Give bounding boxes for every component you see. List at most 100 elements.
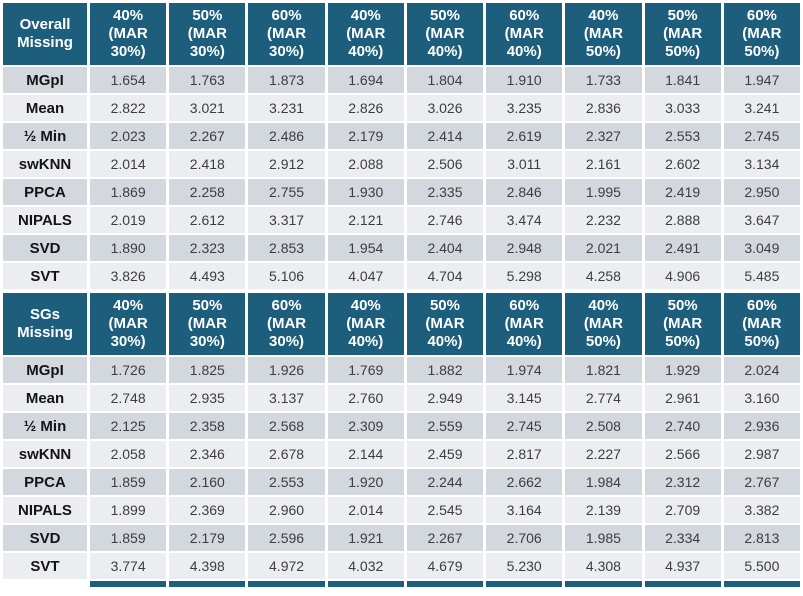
table-cell: 1.694 [327, 67, 404, 93]
table-cell: 4.679 [406, 553, 484, 579]
cropped-header-cell [486, 581, 563, 587]
column-header: 60% (MAR 40%) [486, 3, 563, 65]
column-header: 40% (MAR 50%) [565, 3, 642, 65]
table-row: Mean 2.822 3.021 3.231 2.826 3.026 3.235 2.836 3… [3, 95, 800, 121]
column-header: 60% (MAR 40%) [486, 293, 563, 355]
table-cell: 1.882 [406, 357, 484, 383]
table-cell: 2.459 [406, 441, 484, 467]
column-header: 60% (MAR 30%) [248, 3, 325, 65]
table-cell: 2.746 [406, 207, 484, 233]
cropped-header-cell [248, 581, 325, 587]
table-cell: 2.596 [248, 525, 325, 551]
table-cell: 2.545 [406, 497, 484, 523]
column-header: 40% (MAR 40%) [327, 293, 404, 355]
table-cell: 2.267 [169, 123, 246, 149]
table-cell: 1.954 [327, 235, 404, 261]
row-label: swKNN [3, 151, 87, 177]
row-label: SVT [3, 263, 87, 289]
sgs-missing-table: SGs Missing 40% (MAR 30%) 50% (MAR 30%) 60%… [0, 291, 803, 581]
table-cell: 2.486 [248, 123, 325, 149]
table-cell: 1.859 [90, 469, 167, 495]
table-cell: 5.106 [248, 263, 325, 289]
table-cell: 5.230 [486, 553, 563, 579]
table-row: swKNN 2.058 2.346 2.678 2.144 2.459 2.817 2.227… [3, 441, 800, 467]
table-cell: 2.826 [327, 95, 404, 121]
row-label: SVD [3, 525, 87, 551]
table-cell: 2.121 [327, 207, 404, 233]
table-row: SVT 3.826 4.493 5.106 4.047 4.704 5.298 4.258 4.… [3, 263, 800, 289]
table-cell: 1.873 [248, 67, 325, 93]
table-cell: 3.160 [723, 385, 800, 411]
table-cell: 1.859 [90, 525, 167, 551]
table-cell: 4.308 [565, 553, 642, 579]
table-cell: 1.821 [565, 357, 642, 383]
table-cell: 2.950 [723, 179, 800, 205]
table-cell: 3.033 [644, 95, 721, 121]
row-label: MGpI [3, 357, 87, 383]
table-cell: 1.974 [486, 357, 563, 383]
column-header: 40% (MAR 40%) [327, 3, 404, 65]
table-cell: 2.612 [169, 207, 246, 233]
table-cell: 2.161 [565, 151, 642, 177]
cropped-header-cell [406, 581, 484, 587]
table-cell: 2.853 [248, 235, 325, 261]
table-cell: 4.032 [327, 553, 404, 579]
table-cell: 5.485 [723, 263, 800, 289]
table-cell: 2.179 [169, 525, 246, 551]
table-cell: 1.841 [644, 67, 721, 93]
table-cell: 1.825 [169, 357, 246, 383]
table-cell: 1.995 [565, 179, 642, 205]
row-label: SVT [3, 553, 87, 579]
column-header: 50% (MAR 40%) [406, 3, 484, 65]
table-cell: 2.912 [248, 151, 325, 177]
header-row: SGs Missing 40% (MAR 30%) 50% (MAR 30%) 60%… [3, 293, 800, 355]
row-label: swKNN [3, 441, 87, 467]
table-cell: 4.047 [327, 263, 404, 289]
row-label: Mean [3, 385, 87, 411]
corner-header: Overall Missing [3, 3, 87, 65]
cropped-header-cell [565, 581, 642, 587]
table-cell: 2.706 [486, 525, 563, 551]
row-label: Mean [3, 95, 87, 121]
column-header: 50% (MAR 50%) [644, 293, 721, 355]
table-cell: 2.024 [723, 357, 800, 383]
table-cell: 2.088 [327, 151, 404, 177]
table-cell: 2.566 [644, 441, 721, 467]
table-cell: 2.559 [406, 413, 484, 439]
table-cell: 1.804 [406, 67, 484, 93]
table-cell: 2.960 [248, 497, 325, 523]
column-header: 40% (MAR 30%) [90, 293, 167, 355]
table-cell: 3.026 [406, 95, 484, 121]
table-cell: 2.760 [327, 385, 404, 411]
table-cell: 1.947 [723, 67, 800, 93]
table-cell: 1.769 [327, 357, 404, 383]
table-cell: 2.553 [644, 123, 721, 149]
table-cell: 4.258 [565, 263, 642, 289]
table-cell: 1.733 [565, 67, 642, 93]
table-row: MGpI 1.726 1.825 1.926 1.769 1.882 1.974 1.821 1… [3, 357, 800, 383]
table-cell: 5.500 [723, 553, 800, 579]
table-row: NIPALS 2.019 2.612 3.317 2.121 2.746 3.474 2.23… [3, 207, 800, 233]
table-cell: 3.826 [90, 263, 167, 289]
column-header: 60% (MAR 50%) [723, 293, 800, 355]
table-cell: 3.134 [723, 151, 800, 177]
table-cell: 2.936 [723, 413, 800, 439]
column-header: 50% (MAR 50%) [644, 3, 721, 65]
table-cell: 1.929 [644, 357, 721, 383]
column-header: 40% (MAR 50%) [565, 293, 642, 355]
table-cell: 2.179 [327, 123, 404, 149]
table-cell: 3.382 [723, 497, 800, 523]
table-cell: 2.327 [565, 123, 642, 149]
table-row: MGpI 1.654 1.763 1.873 1.694 1.804 1.910 1.733 1… [3, 67, 800, 93]
header-row: Overall Missing 40% (MAR 30%) 50% (MAR 30%… [3, 3, 800, 65]
table-cell: 2.334 [644, 525, 721, 551]
table-cell: 2.948 [486, 235, 563, 261]
table-cell: 2.748 [90, 385, 167, 411]
cropped-header-cell [169, 581, 246, 587]
table-cell: 2.602 [644, 151, 721, 177]
table-cell: 1.920 [327, 469, 404, 495]
table-row: SVT 3.774 4.398 4.972 4.032 4.679 5.230 4.308 4.… [3, 553, 800, 579]
table-cell: 2.846 [486, 179, 563, 205]
table-cell: 2.023 [90, 123, 167, 149]
